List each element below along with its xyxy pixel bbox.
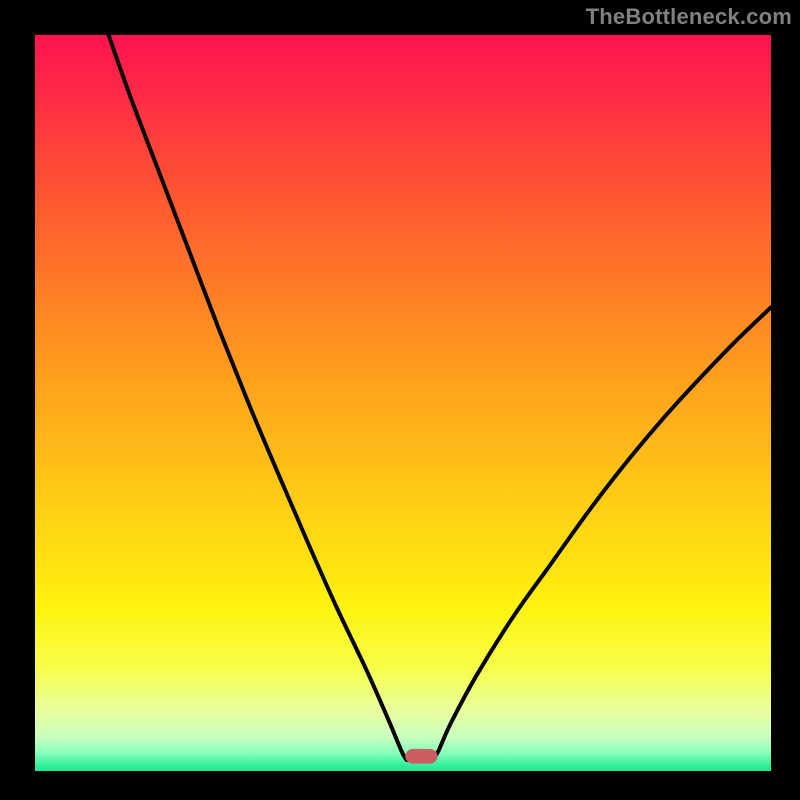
chart-stage: TheBottleneck.com [0,0,800,800]
bottleneck-chart [0,0,800,800]
watermark-text: TheBottleneck.com [586,4,792,30]
optimum-marker [405,749,437,764]
plot-gradient [35,35,771,771]
